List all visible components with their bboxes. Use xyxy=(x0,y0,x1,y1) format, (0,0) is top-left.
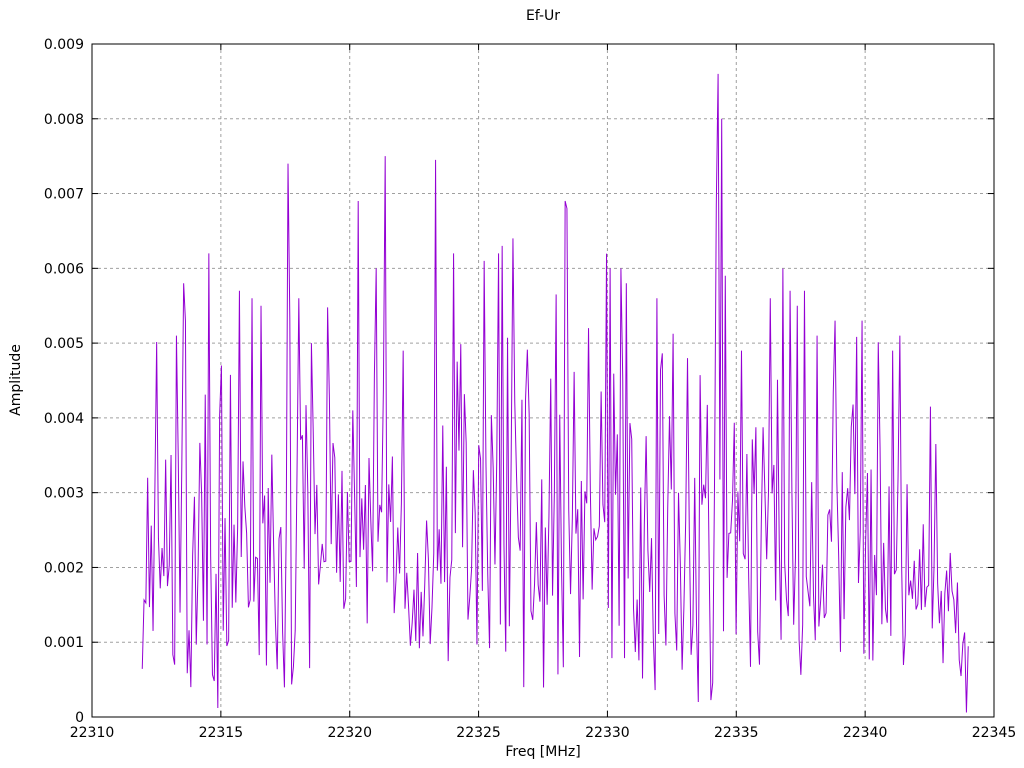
x-tick-label: 22310 xyxy=(70,725,115,741)
chart-title: Ef-Ur xyxy=(525,8,561,24)
y-tick-label: 0.002 xyxy=(44,560,84,576)
x-axis-label: Freq [MHz] xyxy=(505,744,581,760)
x-tick-label: 22335 xyxy=(714,725,759,741)
series-line xyxy=(141,73,969,713)
y-tick-label: 0.003 xyxy=(44,486,84,502)
x-tick-label: 22325 xyxy=(456,725,501,741)
x-tick-label: 22340 xyxy=(843,725,888,741)
x-tick-label: 22315 xyxy=(199,725,244,741)
y-tick-label: 0.005 xyxy=(44,336,84,352)
y-tick-label: 0.007 xyxy=(44,187,84,203)
y-tick-label: 0.006 xyxy=(44,261,84,277)
y-tick-label: 0.004 xyxy=(44,411,84,427)
x-tick-label: 22345 xyxy=(972,725,1017,741)
y-tick-label: 0 xyxy=(75,710,84,726)
y-tick-label: 0.001 xyxy=(44,635,84,651)
x-tick-label: 22330 xyxy=(585,725,630,741)
plot-border xyxy=(91,43,995,718)
y-tick-label: 0.009 xyxy=(44,37,84,53)
x-tick-label: 22320 xyxy=(327,725,372,741)
y-tick-label: 0.008 xyxy=(44,112,84,128)
